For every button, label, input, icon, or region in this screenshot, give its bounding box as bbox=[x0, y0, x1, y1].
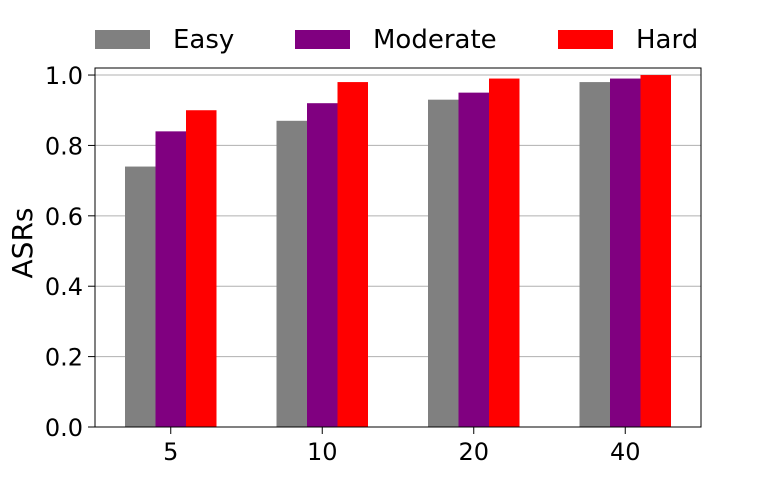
y-axis-label: ASRs bbox=[6, 208, 39, 279]
bar-easy-20 bbox=[428, 99, 459, 428]
bars bbox=[125, 75, 671, 428]
bar-hard-10 bbox=[337, 82, 368, 427]
bar-easy-40 bbox=[579, 82, 610, 427]
bar-easy-5 bbox=[125, 166, 156, 428]
bar-moderate-20 bbox=[458, 92, 489, 427]
x-tick-label-20: 20 bbox=[458, 438, 489, 466]
legend-label-moderate: Moderate bbox=[373, 25, 497, 55]
legend-swatch-easy bbox=[95, 30, 150, 49]
legend-swatch-hard bbox=[558, 30, 613, 49]
legend-swatch-moderate bbox=[295, 30, 350, 49]
bar-moderate-10 bbox=[307, 103, 338, 427]
axes: 0.0 0.2 0.4 0.6 0.8 1.0 5 10 20 40 bbox=[45, 62, 702, 466]
x-tick-label-5: 5 bbox=[163, 438, 178, 466]
legend: Easy Moderate Hard bbox=[95, 25, 698, 55]
plot-frame bbox=[94, 67, 702, 428]
bar-moderate-5 bbox=[155, 131, 186, 427]
bar-hard-40 bbox=[640, 75, 671, 427]
y-tick-label-2: 0.4 bbox=[45, 273, 83, 301]
y-tick-label-4: 0.8 bbox=[45, 132, 83, 160]
bar-moderate-40 bbox=[610, 78, 641, 427]
bar-easy-10 bbox=[276, 120, 307, 427]
x-tick-label-10: 10 bbox=[307, 438, 338, 466]
y-tick-label-5: 1.0 bbox=[45, 62, 83, 90]
y-tick-label-0: 0.0 bbox=[45, 414, 83, 442]
bar-hard-20 bbox=[489, 78, 520, 427]
y-tick-label-1: 0.2 bbox=[45, 344, 83, 372]
y-tick-label-3: 0.6 bbox=[45, 203, 83, 231]
x-tick-label-40: 40 bbox=[610, 438, 641, 466]
legend-label-hard: Hard bbox=[636, 25, 698, 55]
legend-label-easy: Easy bbox=[173, 25, 234, 55]
bar-hard-5 bbox=[186, 110, 217, 427]
